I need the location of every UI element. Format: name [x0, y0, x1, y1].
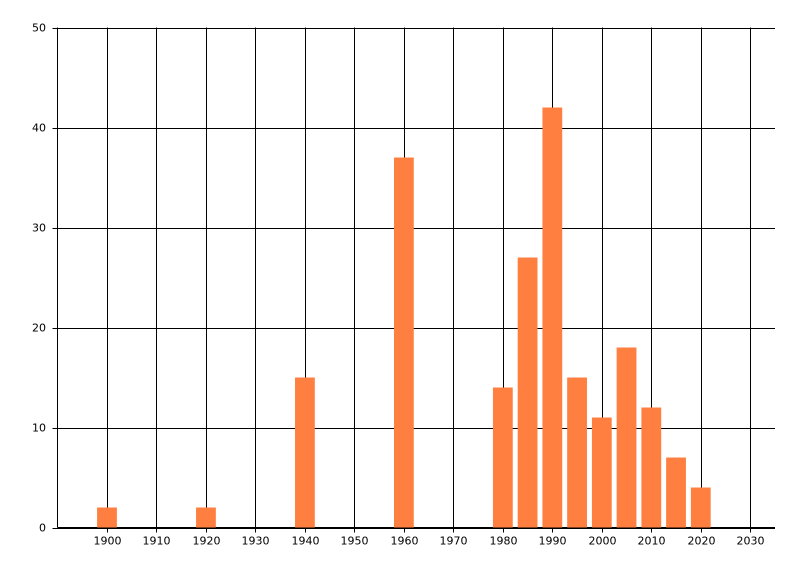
x-tick-label: 1950: [341, 535, 369, 548]
bar: [295, 377, 315, 528]
bar: [616, 347, 637, 528]
x-tick-label: 1940: [292, 535, 320, 548]
y-tick-label: 50: [32, 22, 46, 35]
y-tick-label: 40: [32, 122, 46, 135]
x-tick-label: 1960: [391, 535, 419, 548]
x-tick-label: 2020: [688, 535, 716, 548]
bar: [196, 507, 216, 528]
x-tick-label: 2000: [589, 535, 617, 548]
y-tick-label: 10: [32, 422, 46, 435]
x-tick-label: 1900: [94, 535, 122, 548]
bar: [641, 407, 662, 528]
x-tick-label: 1980: [490, 535, 518, 548]
x-tick-label: 1920: [193, 535, 221, 548]
bar: [393, 157, 414, 528]
x-tick-label: 1970: [440, 535, 468, 548]
bar: [567, 377, 587, 528]
bar: [97, 507, 117, 528]
bar: [517, 257, 538, 528]
y-tick-label: 0: [39, 522, 46, 535]
bar: [492, 387, 513, 528]
x-tick-label: 1910: [143, 535, 171, 548]
x-tick-label: 2030: [737, 535, 765, 548]
x-tick-label: 2010: [638, 535, 666, 548]
bar: [690, 487, 711, 528]
y-tick-label: 20: [32, 322, 46, 335]
bar: [666, 457, 686, 528]
x-tick-label: 1930: [242, 535, 270, 548]
bar: [542, 107, 563, 528]
x-tick-label: 1990: [539, 535, 567, 548]
y-tick-label: 30: [32, 222, 46, 235]
bar: [591, 417, 612, 528]
